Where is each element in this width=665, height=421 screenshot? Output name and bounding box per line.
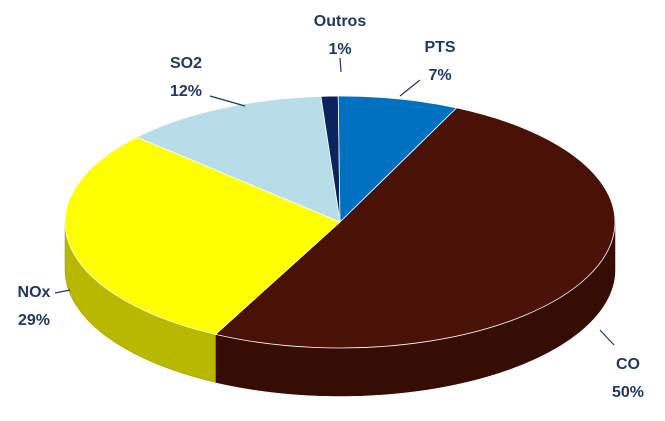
slice-label: Outros	[314, 13, 367, 30]
pie-slice	[214, 107, 616, 349]
slice-label: NOx	[18, 284, 51, 301]
pie-slice	[135, 95, 341, 223]
pie-slice	[337, 95, 458, 223]
slice-label: PTS	[424, 39, 455, 56]
leader-line	[54, 289, 71, 294]
slice-value-label: 1%	[328, 41, 351, 58]
leader-line	[209, 95, 246, 107]
leader-line	[599, 329, 615, 346]
leader-line	[399, 79, 421, 97]
pie-slice	[64, 136, 341, 335]
slice-value-label: 29%	[18, 312, 50, 329]
slice-value-label: 12%	[170, 83, 202, 100]
slice-label: SO2	[170, 55, 202, 72]
leader-line	[339, 57, 342, 73]
slice-value-label: 7%	[428, 67, 451, 84]
slice-label: CO	[616, 356, 640, 373]
slice-value-label: 50%	[612, 384, 644, 401]
